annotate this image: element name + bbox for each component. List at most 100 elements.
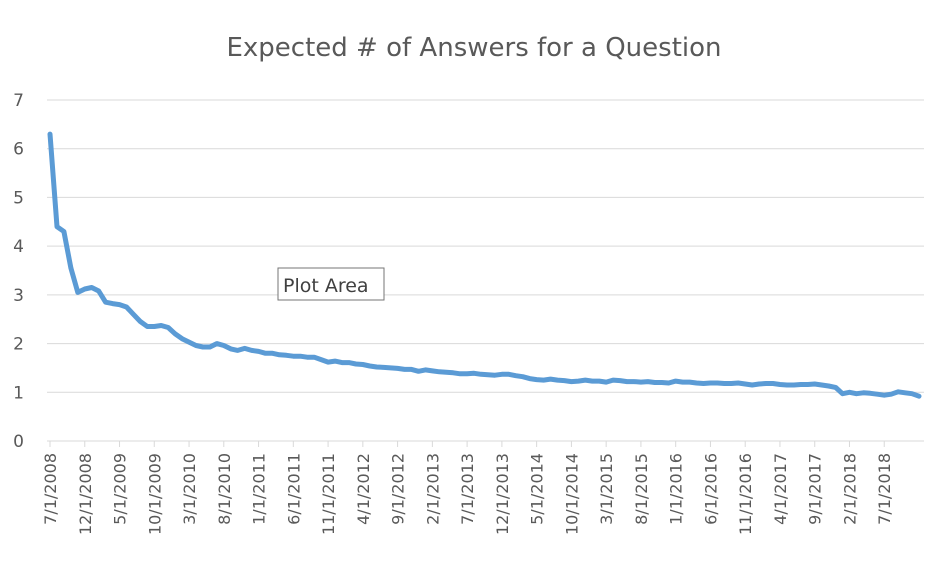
x-tick-label: 10/1/2014 (562, 453, 581, 535)
data-point (416, 369, 421, 374)
data-point (798, 382, 803, 387)
data-point (214, 341, 219, 346)
gridlines (47, 99, 924, 442)
data-point (506, 372, 511, 377)
data-point (89, 285, 94, 290)
data-point (840, 391, 845, 396)
x-tick-label: 4/1/2012 (354, 453, 373, 525)
data-point (312, 355, 317, 360)
data-point (55, 224, 59, 229)
data-point (437, 369, 442, 374)
data-point (409, 367, 414, 372)
data-point (291, 354, 296, 359)
data-point (520, 374, 525, 379)
data-point (381, 365, 386, 370)
data-point (187, 340, 191, 345)
plot-area-tooltip: Plot Area (277, 267, 385, 301)
data-point (340, 360, 344, 365)
data-point (68, 266, 73, 271)
data-point (486, 372, 490, 377)
data-point (173, 331, 178, 336)
tooltip-label: Plot Area (283, 275, 369, 297)
data-point (854, 391, 859, 396)
data-point (96, 289, 101, 293)
data-point (75, 290, 80, 295)
data-point (138, 319, 143, 324)
data-point (715, 381, 720, 385)
tooltip-box (277, 267, 385, 301)
data-point (882, 393, 887, 398)
y-tick-label: 4 (13, 237, 24, 257)
x-tick-label: 1/1/2016 (667, 453, 686, 525)
data-point (117, 302, 122, 307)
x-tick-label: 2/1/2013 (423, 453, 442, 525)
data-point (513, 373, 518, 378)
data-point (103, 300, 108, 305)
data-point (896, 389, 901, 394)
data-point (638, 380, 643, 385)
data-point (48, 132, 52, 137)
y-tick-label: 6 (13, 140, 24, 160)
data-point (333, 359, 337, 364)
data-point (472, 371, 477, 376)
data-point (319, 357, 324, 362)
data-point (729, 381, 734, 386)
y-tick-label: 7 (13, 91, 24, 111)
data-point (326, 360, 331, 365)
data-point (868, 391, 873, 396)
x-tick-label: 7/1/2013 (458, 453, 477, 525)
data-point (298, 354, 303, 359)
data-point (166, 325, 171, 330)
data-point (479, 372, 483, 377)
data-point (548, 377, 553, 382)
x-tick-label: 12/1/2008 (76, 453, 95, 535)
x-tick-label: 8/1/2015 (632, 453, 651, 525)
data-point (367, 364, 372, 368)
x-tick-label: 11/1/2011 (319, 453, 338, 535)
data-point (701, 381, 706, 386)
data-point (200, 345, 205, 349)
data-point (645, 379, 650, 384)
data-point (270, 351, 275, 356)
data-point (590, 379, 595, 384)
data-point (305, 355, 310, 360)
data-point (82, 287, 87, 291)
data-point (666, 381, 671, 385)
data-point (625, 379, 629, 384)
data-point (861, 390, 866, 395)
data-point (451, 370, 456, 375)
x-tick-label: 6/1/2016 (701, 453, 720, 525)
data-point (687, 380, 692, 385)
data-point (917, 394, 921, 399)
data-point (555, 378, 560, 383)
data-point (659, 380, 664, 385)
data-point (791, 383, 796, 387)
x-tick-label: 9/1/2017 (806, 453, 825, 525)
data-point (388, 365, 393, 370)
data-point (833, 385, 838, 390)
x-axis: 7/1/2008 12/1/2008 5/1/2009 10/1/2009 3/1/20… (41, 441, 894, 535)
data-point (256, 349, 261, 354)
data-point (750, 383, 755, 387)
chart-title: Expected # of Answers for a Question (226, 33, 721, 63)
data-point (743, 382, 748, 386)
x-tick-label: 11/1/2016 (736, 453, 755, 535)
data-point (242, 346, 247, 351)
data-point (61, 229, 66, 234)
data-point (562, 378, 567, 383)
data-point (395, 366, 400, 371)
x-tick-label: 2/1/2018 (840, 453, 859, 525)
y-tick-label: 2 (13, 335, 24, 355)
data-point (826, 384, 831, 388)
data-point (284, 353, 289, 358)
y-axis: 0 1 2 3 4 5 6 7 (13, 91, 24, 452)
data-point (764, 381, 769, 386)
data-point (778, 382, 782, 387)
data-point (611, 378, 616, 383)
data-point (889, 392, 894, 397)
data-point (423, 367, 428, 372)
data-point (673, 379, 678, 384)
data-point (569, 379, 574, 384)
data-point (228, 346, 233, 351)
data-point (499, 372, 504, 377)
